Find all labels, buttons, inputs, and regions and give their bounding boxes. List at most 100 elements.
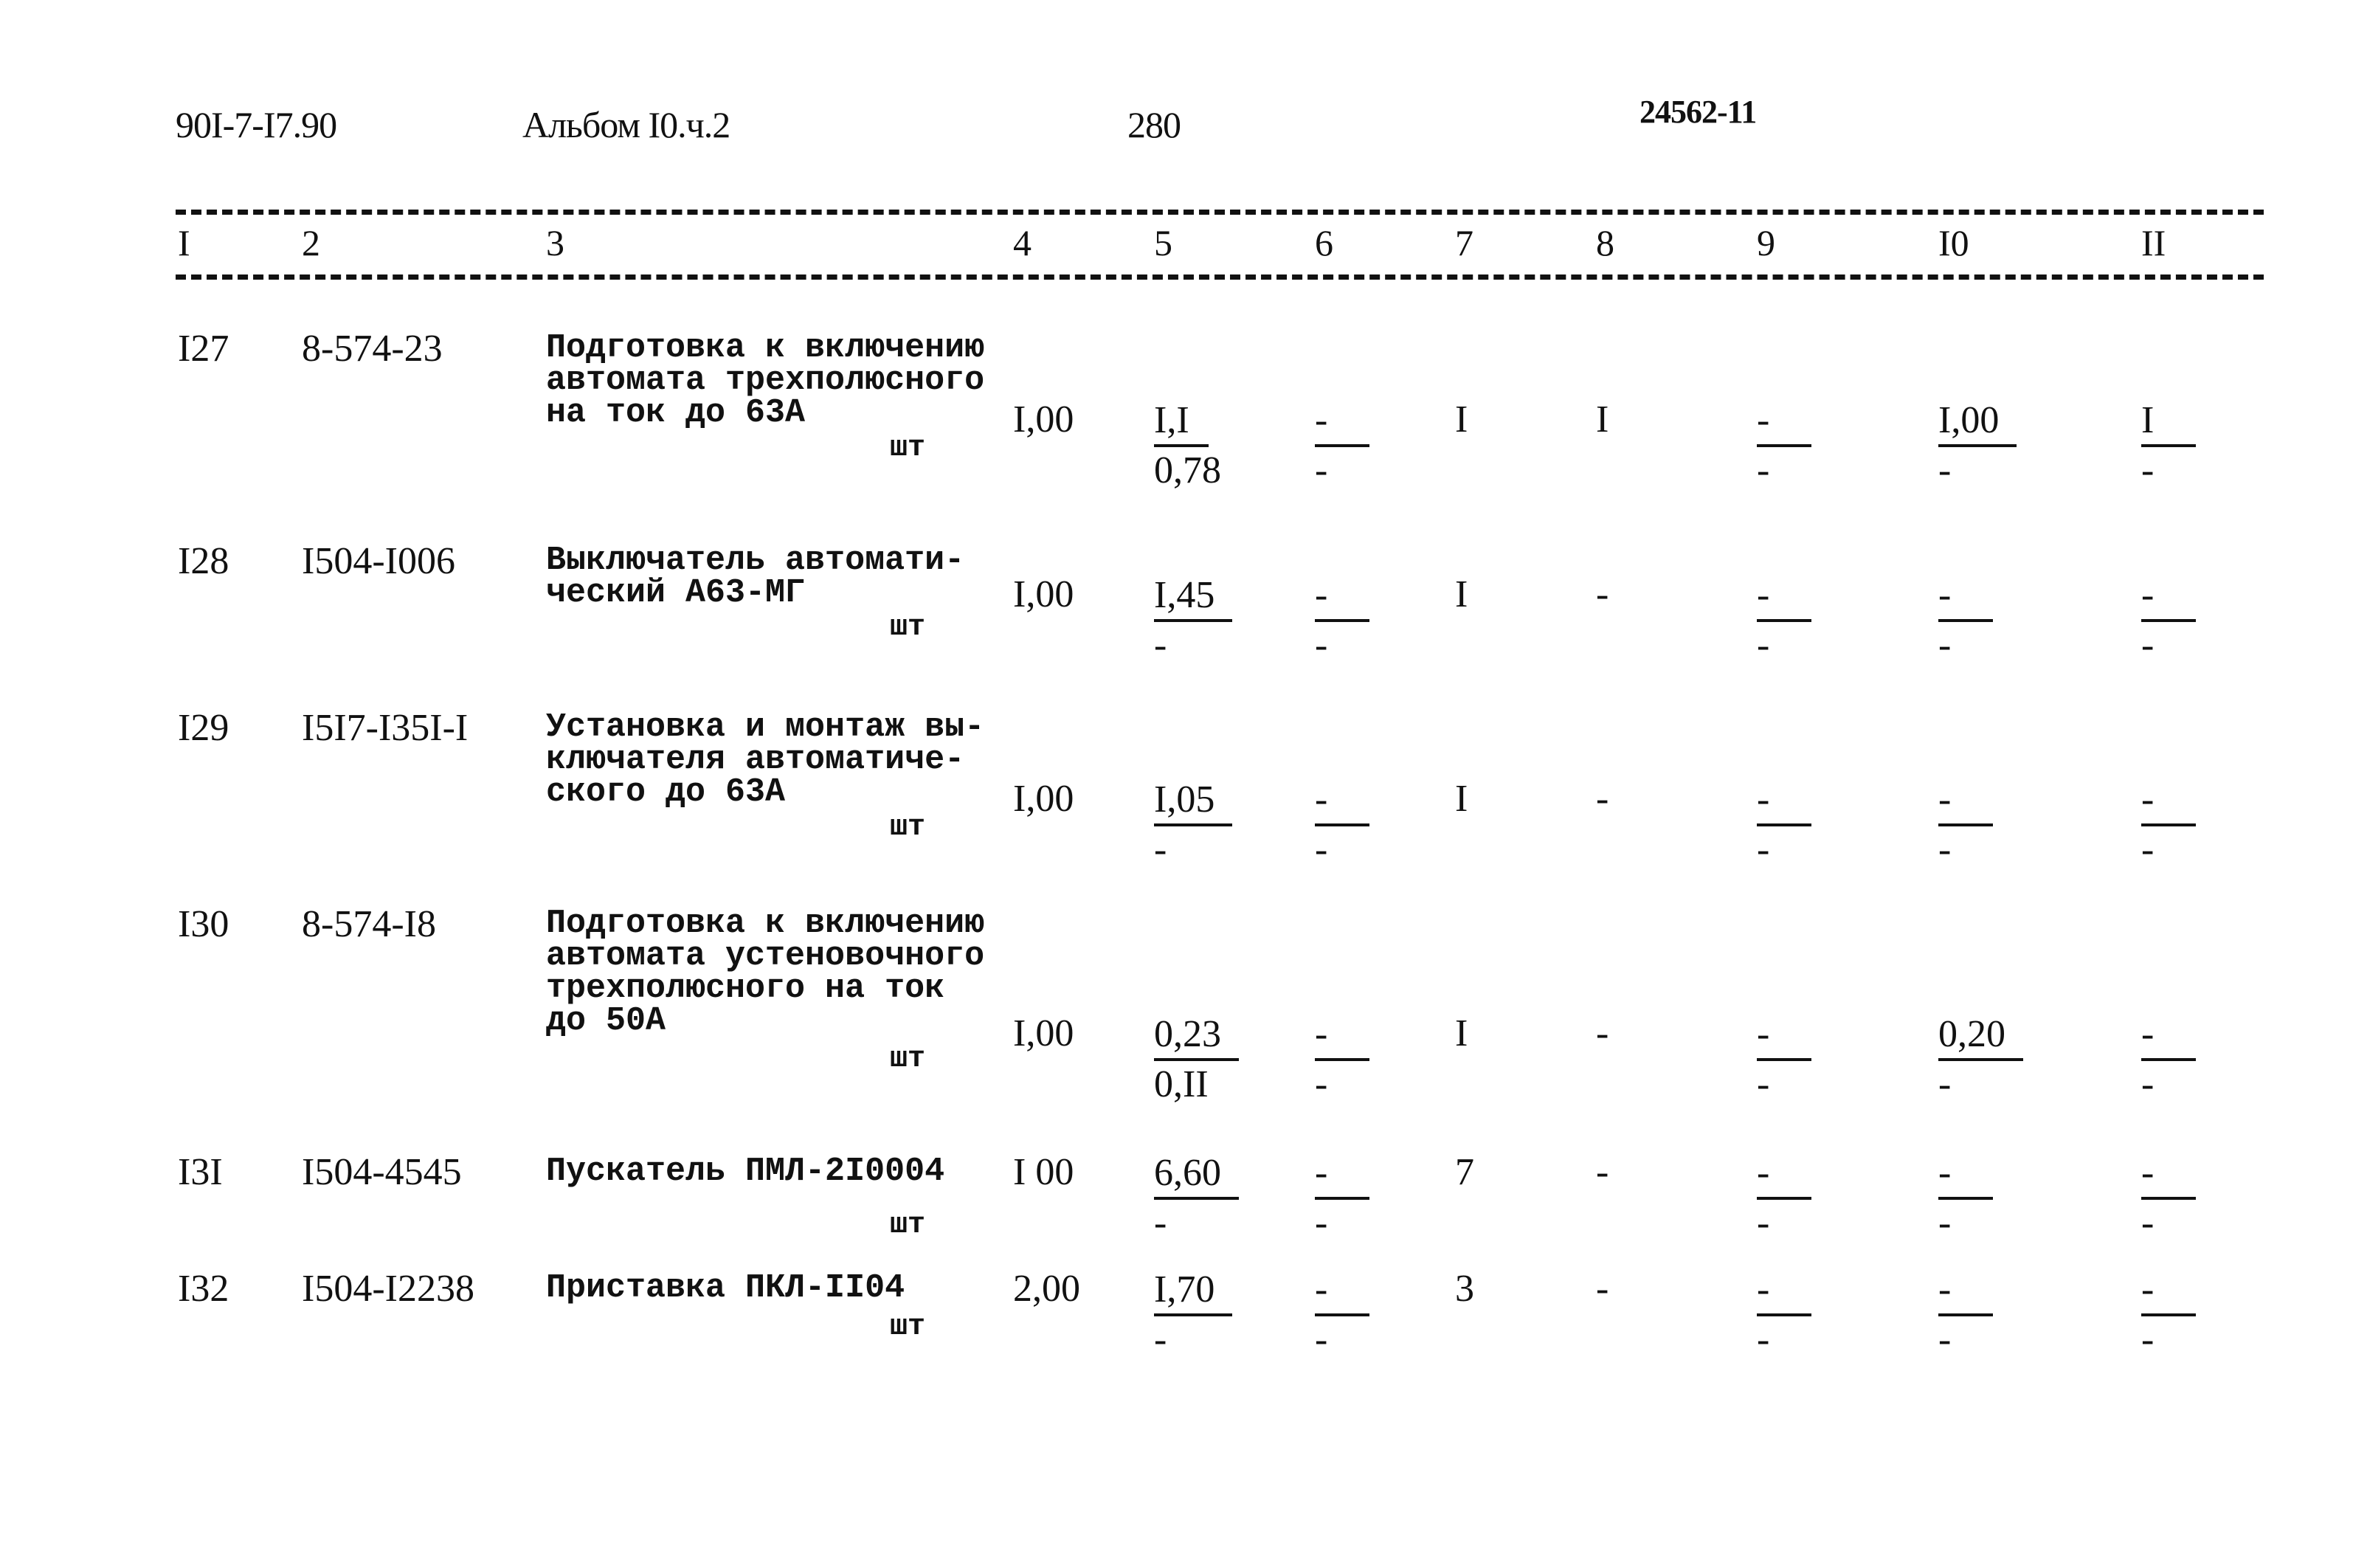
numerator: -	[2141, 1150, 2196, 1200]
unit-of-measure: шт	[890, 432, 926, 465]
numerator: -	[1938, 572, 1993, 622]
numerator: 0,20	[1938, 1011, 2023, 1061]
fraction-cell-c10: --	[1938, 1150, 1993, 1247]
numerator: -	[2141, 572, 2196, 622]
denominator: -	[1938, 624, 1952, 666]
fraction-cell-c10: --	[1938, 1266, 1993, 1364]
quantity: I,00	[1013, 1012, 1074, 1054]
denominator: -	[1154, 1319, 1167, 1361]
unit-of-measure: шт	[890, 1209, 926, 1242]
numerator: -	[1938, 1266, 1993, 1316]
fraction-cell-c5: 0,23 0,II	[1154, 1011, 1239, 1108]
denominator: -	[1757, 1063, 1770, 1105]
fraction-cell-c5: I,05-	[1154, 776, 1233, 874]
denominator: -	[2141, 1063, 2155, 1105]
page-number: 280	[1127, 104, 1181, 145]
denominator: -	[1315, 829, 1328, 871]
fraction-cell-c11: --	[2141, 776, 2196, 874]
numerator: I,05	[1154, 776, 1233, 826]
document-code: 90I-7-I7.90	[176, 104, 337, 145]
fraction-cell-c10: I,00-	[1938, 397, 2017, 494]
numerator: -	[1938, 1150, 1993, 1200]
price-code: I504-I2238	[302, 1268, 474, 1310]
column-number: 4	[1013, 222, 1032, 263]
numerator: -	[1757, 1150, 1811, 1200]
fraction-cell-c10: --	[1938, 572, 1993, 669]
unit-of-measure: шт	[890, 1310, 926, 1344]
numerator: -	[1315, 1266, 1369, 1316]
fraction-cell-c9: --	[1757, 572, 1811, 669]
column-number: 8	[1596, 222, 1614, 263]
fraction-cell-c11: --	[2141, 1150, 2196, 1247]
numerator: I,I	[1154, 397, 1209, 447]
value-cell-c8: -	[1596, 1012, 1609, 1054]
denominator: -	[1154, 829, 1167, 871]
column-number: 2	[302, 222, 320, 263]
fraction-cell-c5: 6,60-	[1154, 1150, 1239, 1247]
column-number: 3	[546, 222, 564, 263]
column-number: I	[178, 222, 190, 263]
denominator: -	[2141, 829, 2155, 871]
numerator: -	[2141, 776, 2196, 826]
row-number: I28	[178, 540, 229, 582]
denominator: -	[1315, 624, 1328, 666]
denominator: -	[1938, 829, 1952, 871]
column-number: 5	[1154, 222, 1172, 263]
unit-of-measure: шт	[890, 811, 926, 844]
numerator: -	[1757, 397, 1811, 447]
row-number: I32	[178, 1268, 229, 1310]
numerator: -	[2141, 1011, 2196, 1061]
price-code: I504-I006	[302, 540, 455, 582]
fraction-cell-c6: --	[1315, 397, 1369, 494]
fraction-cell-c11: I-	[2141, 397, 2196, 494]
fraction-cell-c10: --	[1938, 776, 1993, 874]
numerator: I,45	[1154, 572, 1233, 622]
column-number: 6	[1315, 222, 1333, 263]
fraction-cell-c9: --	[1757, 1150, 1811, 1247]
item-description: Приставка ПКЛ-II04	[546, 1269, 905, 1307]
quantity: I,00	[1013, 398, 1074, 441]
inventory-number: 24562-11	[1640, 94, 1757, 130]
value-cell-c8: -	[1596, 1268, 1609, 1310]
price-code: I5I7-I35I-I	[302, 707, 469, 749]
denominator: -	[1315, 1202, 1328, 1244]
numerator: 6,60	[1154, 1150, 1239, 1200]
item-description: Пускатель ПМЛ-2I0004	[546, 1153, 945, 1190]
quantity: I,00	[1013, 778, 1074, 820]
numerator: -	[1315, 1011, 1369, 1061]
numerator: I,00	[1938, 397, 2017, 447]
denominator: 0,78	[1154, 449, 1221, 491]
row-number: I30	[178, 903, 229, 945]
album-label: Альбом I0.ч.2	[522, 104, 730, 145]
quantity: I 00	[1013, 1151, 1074, 1193]
fraction-cell-c5: I,I 0,78	[1154, 397, 1221, 494]
value-cell-c8: -	[1596, 1151, 1609, 1193]
numerator: -	[1757, 776, 1811, 826]
numerator: -	[1315, 572, 1369, 622]
header-bottom-divider	[176, 274, 2264, 280]
item-description: Подготовка к включению автомата устеново…	[546, 905, 985, 1040]
fraction-cell-c6: --	[1315, 572, 1369, 669]
value-cell-c7: I	[1455, 573, 1468, 615]
fraction-cell-c5: I,70-	[1154, 1266, 1233, 1364]
denominator: -	[2141, 1202, 2155, 1244]
denominator: -	[1938, 1063, 1952, 1105]
quantity: I,00	[1013, 573, 1074, 615]
fraction-cell-c9: --	[1757, 397, 1811, 494]
numerator: 0,23	[1154, 1011, 1239, 1061]
value-cell-c7: I	[1455, 398, 1468, 441]
value-cell-c7: I	[1455, 1012, 1468, 1054]
price-code: 8-574-23	[302, 328, 443, 370]
value-cell-c8: -	[1596, 573, 1609, 615]
denominator: -	[1315, 1319, 1328, 1361]
item-description: Установка и монтаж вы- ключателя автомат…	[546, 708, 985, 811]
denominator: -	[2141, 1319, 2155, 1361]
row-number: I3I	[178, 1151, 223, 1193]
denominator: -	[2141, 449, 2155, 491]
unit-of-measure: шт	[890, 1043, 926, 1076]
denominator: -	[1757, 1202, 1770, 1244]
price-code: 8-574-I8	[302, 903, 436, 945]
numerator: I,70	[1154, 1266, 1233, 1316]
header-top-divider	[176, 210, 2264, 215]
numerator: -	[1757, 572, 1811, 622]
